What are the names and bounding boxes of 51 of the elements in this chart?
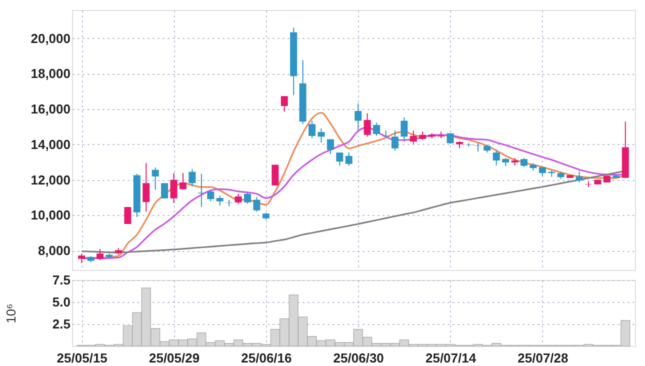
- candlestick: [576, 170, 583, 183]
- candlestick: [308, 120, 316, 139]
- candlestick: [373, 122, 380, 136]
- candlestick: [124, 206, 132, 225]
- candlestick: [198, 173, 205, 208]
- candlestick: [161, 182, 168, 199]
- y-tick-label: 7.5: [52, 272, 70, 288]
- candlestick: [326, 138, 334, 154]
- candlestick: [234, 193, 242, 204]
- x-tick-label: 25/07/28: [518, 350, 568, 366]
- y-axis-title: 10⁶: [4, 304, 18, 324]
- x-tick-label: 25/07/14: [425, 350, 477, 366]
- y-tick-label: 16,000: [30, 102, 70, 117]
- candlestick: [465, 142, 472, 148]
- candlestick: [364, 112, 371, 138]
- candlestick: [585, 181, 592, 188]
- candlestick: [272, 164, 279, 186]
- candlestick: [391, 130, 398, 152]
- x-tick-label: 25/05/15: [56, 350, 108, 366]
- y-tick-label: 14,000: [30, 136, 70, 152]
- y-tick-label: 2.5: [52, 316, 70, 332]
- candlestick: [410, 130, 417, 144]
- candlestick: [318, 128, 325, 144]
- candlestick: [400, 116, 408, 142]
- x-tick-label: 25/06/30: [333, 350, 384, 366]
- candlestick: [216, 195, 224, 206]
- candlestick: [152, 166, 159, 190]
- candlestick: [142, 162, 150, 212]
- candlestick: [492, 150, 500, 166]
- x-tick-label: 25/05/29: [148, 350, 200, 366]
- candlestick: [188, 168, 196, 188]
- candlestick: [170, 172, 178, 204]
- candlestick: [96, 248, 104, 261]
- y-tick-label: 18,000: [30, 66, 70, 82]
- candlestick: [207, 190, 214, 202]
- candlestick: [253, 196, 260, 212]
- candlestick: [474, 142, 482, 152]
- x-tick-label: 25/06/16: [241, 350, 292, 366]
- y-tick-label: 12,000: [30, 172, 70, 188]
- candlestick: [354, 102, 362, 130]
- y-tick-label: 20,000: [30, 30, 70, 46]
- candlestick: [336, 152, 344, 166]
- y-tick-label: 8,000: [38, 243, 70, 258]
- candlestick: [244, 192, 252, 204]
- candlestick: [280, 96, 288, 112]
- candlestick: [345, 152, 352, 166]
- candlestick: [78, 253, 86, 264]
- candlestick: [226, 199, 233, 207]
- y-tick-label: 5.0: [52, 294, 70, 310]
- y-tick-label: 10,000: [30, 208, 70, 223]
- candlestick: [179, 172, 186, 190]
